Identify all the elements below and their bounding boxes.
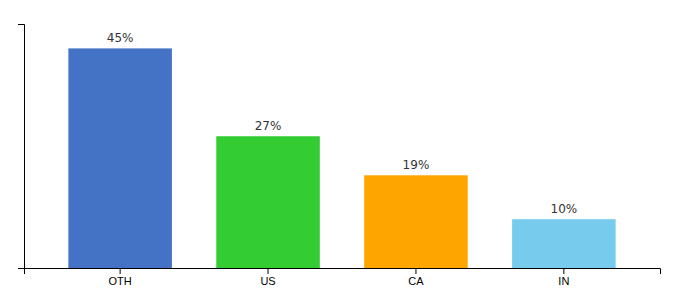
x-tick: IN	[558, 268, 569, 287]
bars	[68, 48, 615, 268]
x-tick-mark	[120, 268, 121, 274]
x-tick-mark	[415, 268, 416, 274]
data-label: 27%	[255, 119, 282, 133]
x-tick-label: IN	[558, 275, 569, 287]
x-tick-mark	[268, 268, 269, 274]
x-axis: OTH US CA IN	[25, 268, 661, 287]
plot: OTH US CA IN 45% 27% 19% 10%	[18, 25, 661, 287]
data-label: 45%	[107, 31, 134, 45]
x-tick-label: OTH	[109, 275, 132, 287]
bar	[512, 219, 616, 268]
y-axis-line	[18, 25, 25, 269]
data-label: 19%	[403, 158, 430, 172]
x-tick: US	[260, 268, 275, 287]
bar	[68, 48, 172, 268]
data-label: 10%	[551, 202, 578, 216]
data-labels: 45% 27% 19% 10%	[107, 31, 577, 216]
x-axis-line	[25, 269, 661, 275]
x-tick: CA	[408, 268, 424, 287]
x-tick: OTH	[109, 268, 132, 287]
y-axis	[18, 25, 25, 269]
x-tick-label: US	[260, 275, 275, 287]
x-tick-label: CA	[408, 275, 424, 287]
bar	[364, 175, 468, 268]
chart: OTH US CA IN 45% 27% 19% 10%	[0, 0, 680, 300]
bar	[216, 136, 320, 268]
x-tick-mark	[563, 268, 564, 274]
